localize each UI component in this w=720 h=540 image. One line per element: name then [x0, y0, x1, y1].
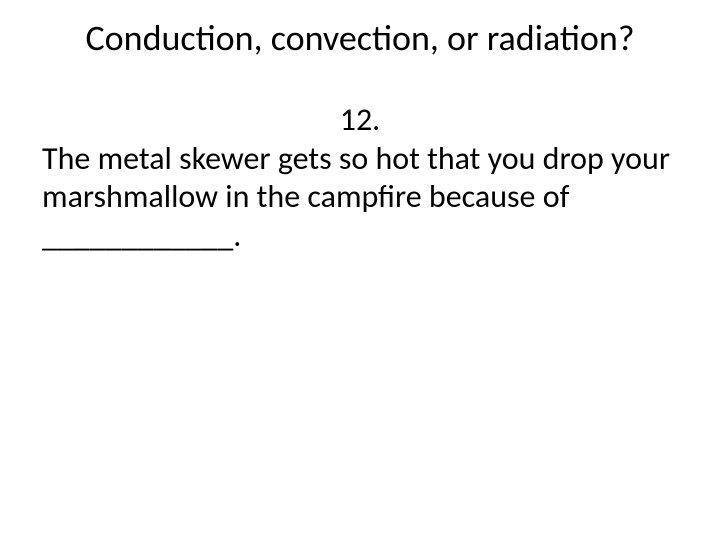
question-number: 12. [40, 101, 680, 139]
slide-title: Conduction, convection, or radiation? [40, 18, 680, 59]
slide: Conduction, convection, or radiation? 12… [0, 0, 720, 540]
question-body: The metal skewer gets so hot that you dr… [40, 140, 680, 255]
